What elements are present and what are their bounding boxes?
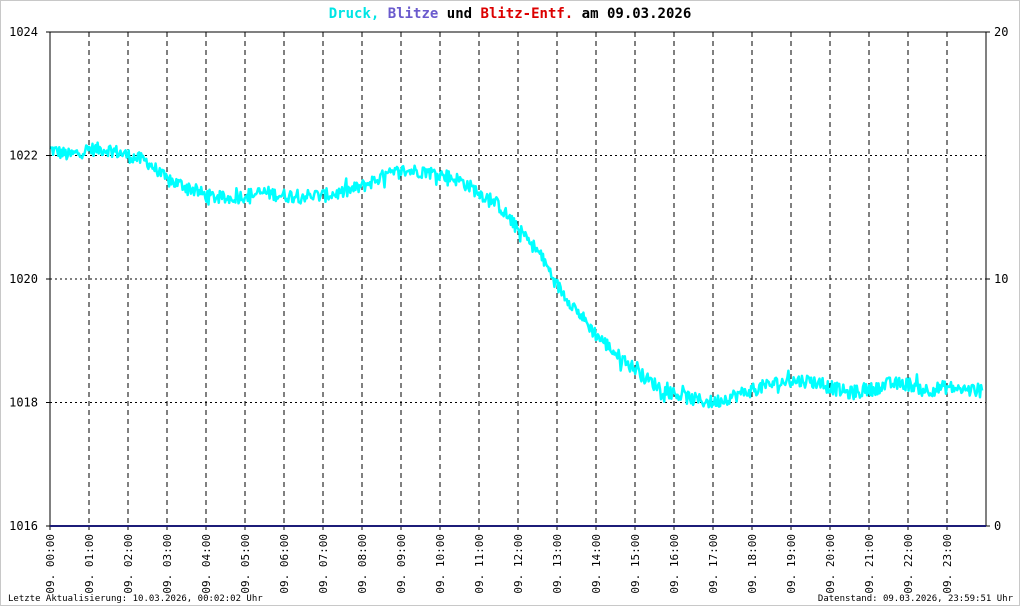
y-left-tick-label: 1016 xyxy=(9,519,38,533)
x-tick-label: 09. 05:00 xyxy=(239,534,252,594)
x-tick-label: 09. 19:00 xyxy=(785,534,798,594)
x-tick-label: 09. 22:00 xyxy=(902,534,915,594)
footer-last-update: Letzte Aktualisierung: 10.03.2026, 00:02… xyxy=(8,594,263,604)
x-tick-label: 09. 04:00 xyxy=(200,534,213,594)
title-und: und xyxy=(447,6,472,22)
x-tick-label: 09. 13:00 xyxy=(551,534,564,594)
y-left-tick-label: 1024 xyxy=(9,25,38,39)
x-tick-label: 09. 07:00 xyxy=(317,534,330,594)
x-tick-label: 09. 21:00 xyxy=(863,534,876,594)
x-tick-label: 09. 11:00 xyxy=(473,534,486,594)
x-tick-label: 09. 03:00 xyxy=(161,534,174,594)
x-tick-label: 09. 08:00 xyxy=(356,534,369,594)
footer-data-status: Datenstand: 09.03.2026, 23:59:51 Uhr xyxy=(818,594,1014,604)
x-tick-label: 09. 15:00 xyxy=(629,534,642,594)
x-tick-label: 09. 17:00 xyxy=(707,534,720,594)
x-axis: 09. 00:00 09. 01:00 09. 02:00 09. 03:00 09. … xyxy=(44,526,954,594)
y-left-tick-label: 1022 xyxy=(9,149,38,163)
grid-lines xyxy=(50,32,986,526)
y-left-tick-label: 1020 xyxy=(9,272,38,286)
title-date: am 09.03.2026 xyxy=(582,6,692,22)
x-tick-label: 09. 09:00 xyxy=(395,534,408,594)
y-right-tick-label: 0 xyxy=(994,519,1001,533)
x-tick-label: 09. 00:00 xyxy=(44,534,57,594)
x-tick-label: 09. 01:00 xyxy=(83,534,96,594)
x-tick-label: 09. 14:00 xyxy=(590,534,603,594)
x-tick-label: 09. 02:00 xyxy=(122,534,135,594)
chart-title: Druck, Blitze und Blitz-Entf. am 09.03.2… xyxy=(329,6,692,22)
y-axis-right: 20 10 0 xyxy=(986,25,1008,533)
title-blitz-entf: Blitz-Entf. xyxy=(481,6,574,22)
x-tick-label: 09. 12:00 xyxy=(512,534,525,594)
x-tick-label: 09. 18:00 xyxy=(746,534,759,594)
y-right-tick-label: 10 xyxy=(994,272,1008,286)
series-druck xyxy=(49,141,984,409)
x-tick-label: 09. 23:00 xyxy=(941,534,954,594)
y-right-tick-label: 20 xyxy=(994,25,1008,39)
y-axis-left: 1024 1022 1020 1018 1016 xyxy=(9,25,50,533)
x-tick-label: 09. 06:00 xyxy=(278,534,291,594)
y-left-tick-label: 1018 xyxy=(9,396,38,410)
x-tick-label: 09. 16:00 xyxy=(668,534,681,594)
x-tick-label: 09. 10:00 xyxy=(434,534,447,594)
series-druck-line xyxy=(49,141,984,409)
x-tick-label: 09. 20:00 xyxy=(824,534,837,594)
title-druck: Druck, xyxy=(329,6,380,22)
title-blitze: Blitze xyxy=(388,6,439,22)
